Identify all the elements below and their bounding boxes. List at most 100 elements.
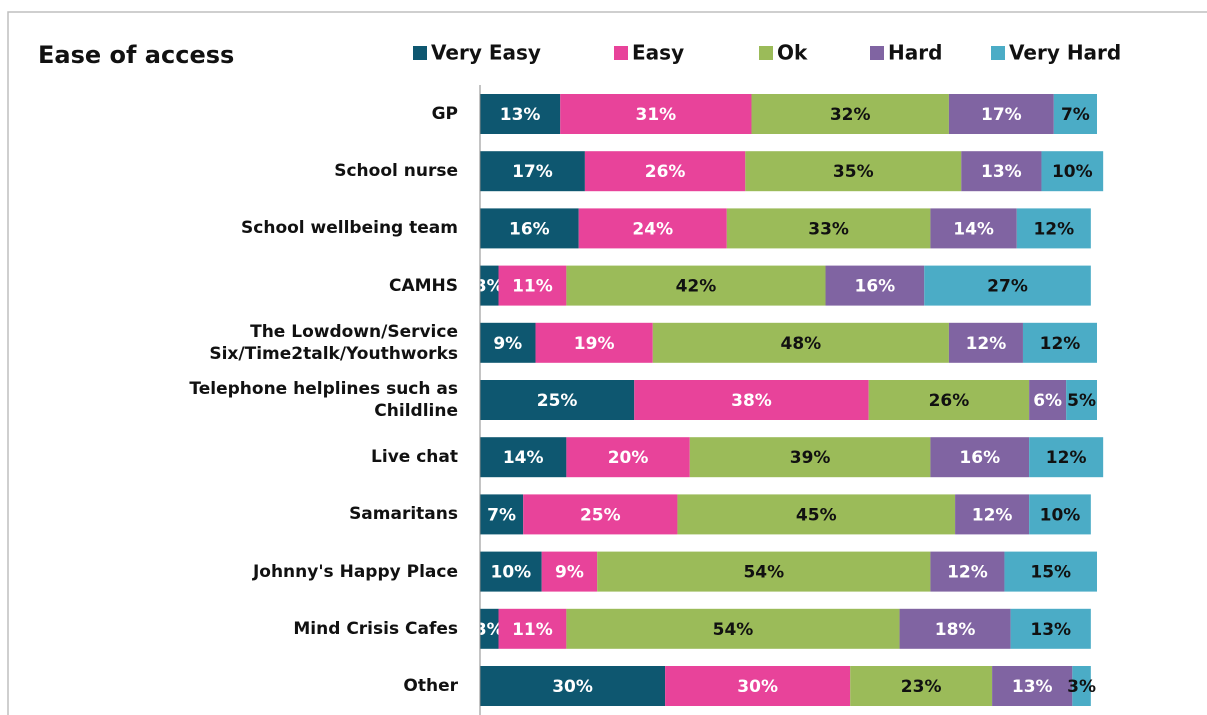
- data-label: 26%: [645, 162, 686, 182]
- bar-segment: [1072, 666, 1091, 706]
- bar-segment: [541, 551, 598, 592]
- data-label: 3%: [475, 620, 504, 640]
- data-label: 48%: [780, 334, 821, 354]
- bar-segment: [480, 666, 666, 706]
- bar-segment: [480, 608, 499, 649]
- data-label: 30%: [552, 677, 593, 697]
- bar-segment: [689, 437, 931, 478]
- data-label: 10%: [1040, 505, 1081, 525]
- data-label: 23%: [901, 677, 942, 697]
- y-tick-label: Telephone helplines such as Childline: [189, 379, 458, 421]
- data-label: 42%: [676, 277, 717, 297]
- bar-segment: [1053, 94, 1097, 134]
- bar-segment: [566, 265, 826, 306]
- data-label: 12%: [966, 334, 1007, 354]
- y-tick-label: School wellbeing team: [241, 218, 458, 239]
- bar-segment: [677, 494, 956, 535]
- data-label: 31%: [635, 105, 676, 125]
- data-label: 11%: [512, 620, 553, 640]
- legend-swatch: [870, 46, 884, 60]
- bar-segment: [480, 380, 635, 420]
- data-label: 12%: [1033, 219, 1074, 239]
- data-label: 24%: [632, 219, 673, 239]
- bar-segment: [948, 322, 1023, 363]
- data-label: 32%: [830, 105, 871, 125]
- data-label: 25%: [537, 391, 578, 411]
- y-tick-label: Live chat: [371, 447, 458, 468]
- data-label: 19%: [574, 334, 615, 354]
- bar-segment: [751, 94, 949, 134]
- legend-swatch: [759, 46, 773, 60]
- frame: [7, 11, 1207, 715]
- y-tick-label: Other: [403, 676, 458, 696]
- bar-segment: [1041, 151, 1104, 192]
- data-label: 9%: [493, 334, 522, 354]
- bar-segment: [930, 208, 1017, 249]
- data-label: 9%: [555, 563, 584, 583]
- bar-segment: [480, 265, 499, 306]
- bar-segment: [480, 551, 542, 592]
- y-tick-label: GP: [431, 104, 458, 124]
- bar-segment: [578, 208, 727, 249]
- bar-segment: [498, 608, 567, 649]
- data-label: 17%: [981, 105, 1022, 125]
- data-label: 13%: [1012, 677, 1053, 697]
- data-label: 20%: [608, 448, 649, 468]
- bar-segment: [634, 380, 869, 420]
- bar-segment: [480, 494, 524, 535]
- data-label: 39%: [790, 448, 831, 468]
- bar-segment: [480, 151, 585, 192]
- bar-segment: [850, 666, 993, 706]
- bar-segment: [1066, 380, 1097, 420]
- data-label: 18%: [935, 620, 976, 640]
- data-label: 7%: [487, 505, 516, 525]
- data-label: 35%: [833, 162, 874, 182]
- bar-segment: [1029, 437, 1104, 478]
- bar-segment: [1004, 551, 1097, 592]
- bar-segment: [899, 608, 1011, 649]
- bar-segment: [992, 666, 1073, 706]
- bar-segment: [955, 494, 1030, 535]
- data-label: 12%: [947, 563, 988, 583]
- data-label: 33%: [808, 219, 849, 239]
- data-label: 27%: [987, 277, 1028, 297]
- bar-segment: [930, 551, 1005, 592]
- y-tick-label: Johnny's Happy Place: [252, 561, 458, 582]
- data-label: 26%: [929, 391, 970, 411]
- legend-swatch: [991, 46, 1005, 60]
- legend-label: Ok: [777, 41, 808, 65]
- bar-segment: [1010, 608, 1091, 649]
- data-label: 13%: [500, 105, 541, 125]
- bar-segment: [868, 380, 1030, 420]
- data-label: 5%: [1067, 391, 1096, 411]
- data-label: 16%: [855, 277, 896, 297]
- bar-segment: [498, 265, 567, 306]
- bar-segment: [665, 666, 851, 706]
- bar-segment: [566, 437, 690, 478]
- bar-segment: [1016, 208, 1091, 249]
- data-label: 38%: [731, 391, 772, 411]
- data-label: 7%: [1061, 105, 1090, 125]
- data-label: 16%: [959, 448, 1000, 468]
- bar-segment: [1029, 494, 1091, 535]
- bar-segment: [924, 265, 1091, 306]
- legend-label: Hard: [888, 41, 942, 65]
- legend-swatch: [614, 46, 628, 60]
- bar-segment: [480, 322, 536, 363]
- data-label: 16%: [509, 219, 550, 239]
- data-label: 30%: [737, 677, 778, 697]
- y-tick-label: School nurse: [334, 161, 458, 182]
- bar-segment: [961, 151, 1042, 192]
- legend-label: Easy: [632, 41, 684, 65]
- data-label: 14%: [953, 219, 994, 239]
- y-tick-label: CAMHS: [388, 275, 458, 296]
- legend-swatch: [413, 46, 427, 60]
- bar-segment: [726, 208, 931, 249]
- data-label: 12%: [1040, 334, 1081, 354]
- bar-segment: [1022, 322, 1097, 363]
- bar-segment: [652, 322, 949, 363]
- y-tick-label: The Lowdown/Service Six/Time2talk/Youthw…: [209, 321, 458, 364]
- bar-segment: [523, 494, 678, 535]
